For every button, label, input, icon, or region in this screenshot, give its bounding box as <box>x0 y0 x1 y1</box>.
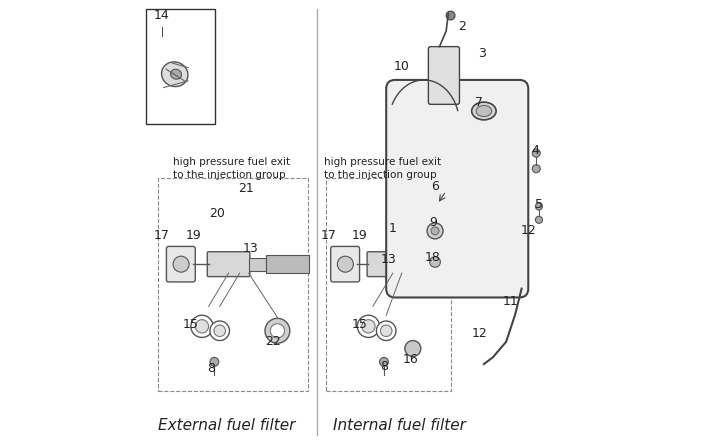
Circle shape <box>446 11 455 20</box>
Text: 1: 1 <box>389 222 397 235</box>
Circle shape <box>376 321 396 341</box>
Circle shape <box>393 231 402 240</box>
FancyBboxPatch shape <box>207 252 250 277</box>
Bar <box>157 178 309 391</box>
Bar <box>326 178 451 391</box>
Ellipse shape <box>472 102 496 120</box>
Text: 8: 8 <box>207 362 215 375</box>
FancyBboxPatch shape <box>331 246 360 282</box>
Text: 19: 19 <box>352 229 368 242</box>
Bar <box>248 258 266 271</box>
Text: 3: 3 <box>478 47 486 60</box>
Circle shape <box>405 341 421 357</box>
Circle shape <box>535 203 542 210</box>
Text: 15: 15 <box>183 317 199 331</box>
Text: 17: 17 <box>320 229 336 242</box>
Circle shape <box>431 227 439 235</box>
Text: 5: 5 <box>535 198 543 211</box>
Circle shape <box>357 315 379 337</box>
Text: 6: 6 <box>431 180 439 193</box>
Bar <box>146 9 215 124</box>
Text: 19: 19 <box>185 229 201 242</box>
Text: 18: 18 <box>425 251 440 264</box>
FancyBboxPatch shape <box>367 252 410 277</box>
FancyBboxPatch shape <box>386 80 529 297</box>
Text: 17: 17 <box>154 229 170 242</box>
Circle shape <box>195 320 209 333</box>
Circle shape <box>337 256 353 272</box>
Text: 14: 14 <box>154 9 170 22</box>
Text: 4: 4 <box>531 144 539 158</box>
Circle shape <box>173 256 189 272</box>
Text: 2: 2 <box>458 20 466 33</box>
Text: 15: 15 <box>352 317 368 331</box>
Circle shape <box>362 320 375 333</box>
Text: Internal fuel filter: Internal fuel filter <box>333 418 466 433</box>
FancyBboxPatch shape <box>428 47 459 104</box>
Circle shape <box>210 321 229 341</box>
Bar <box>266 255 309 273</box>
Text: 20: 20 <box>210 206 226 220</box>
Circle shape <box>430 257 440 267</box>
FancyBboxPatch shape <box>167 246 195 282</box>
Circle shape <box>270 324 285 338</box>
Circle shape <box>532 165 540 173</box>
Ellipse shape <box>170 69 181 79</box>
Circle shape <box>214 325 226 337</box>
Text: high pressure fuel exit
to the injection group: high pressure fuel exit to the injection… <box>173 157 290 180</box>
Text: 13: 13 <box>243 242 258 255</box>
Circle shape <box>191 315 213 337</box>
Circle shape <box>381 325 392 337</box>
Text: 8: 8 <box>380 360 388 373</box>
Ellipse shape <box>162 62 188 87</box>
Ellipse shape <box>476 106 491 117</box>
Text: 16: 16 <box>403 353 419 366</box>
Circle shape <box>535 216 542 223</box>
Text: 21: 21 <box>239 182 254 195</box>
Text: 12: 12 <box>472 326 487 340</box>
Text: 9: 9 <box>429 215 437 229</box>
Text: External fuel filter: External fuel filter <box>158 418 295 433</box>
Text: high pressure fuel exit
to the injection group: high pressure fuel exit to the injection… <box>324 157 441 180</box>
Circle shape <box>379 357 389 366</box>
Circle shape <box>427 223 443 239</box>
Text: 12: 12 <box>521 224 536 238</box>
Circle shape <box>532 149 540 157</box>
Text: 7: 7 <box>475 95 483 109</box>
Circle shape <box>265 318 290 343</box>
Text: 22: 22 <box>265 335 281 349</box>
Text: 13: 13 <box>381 253 396 266</box>
Text: 10: 10 <box>394 60 410 73</box>
Text: 11: 11 <box>502 295 518 309</box>
Circle shape <box>210 357 219 366</box>
